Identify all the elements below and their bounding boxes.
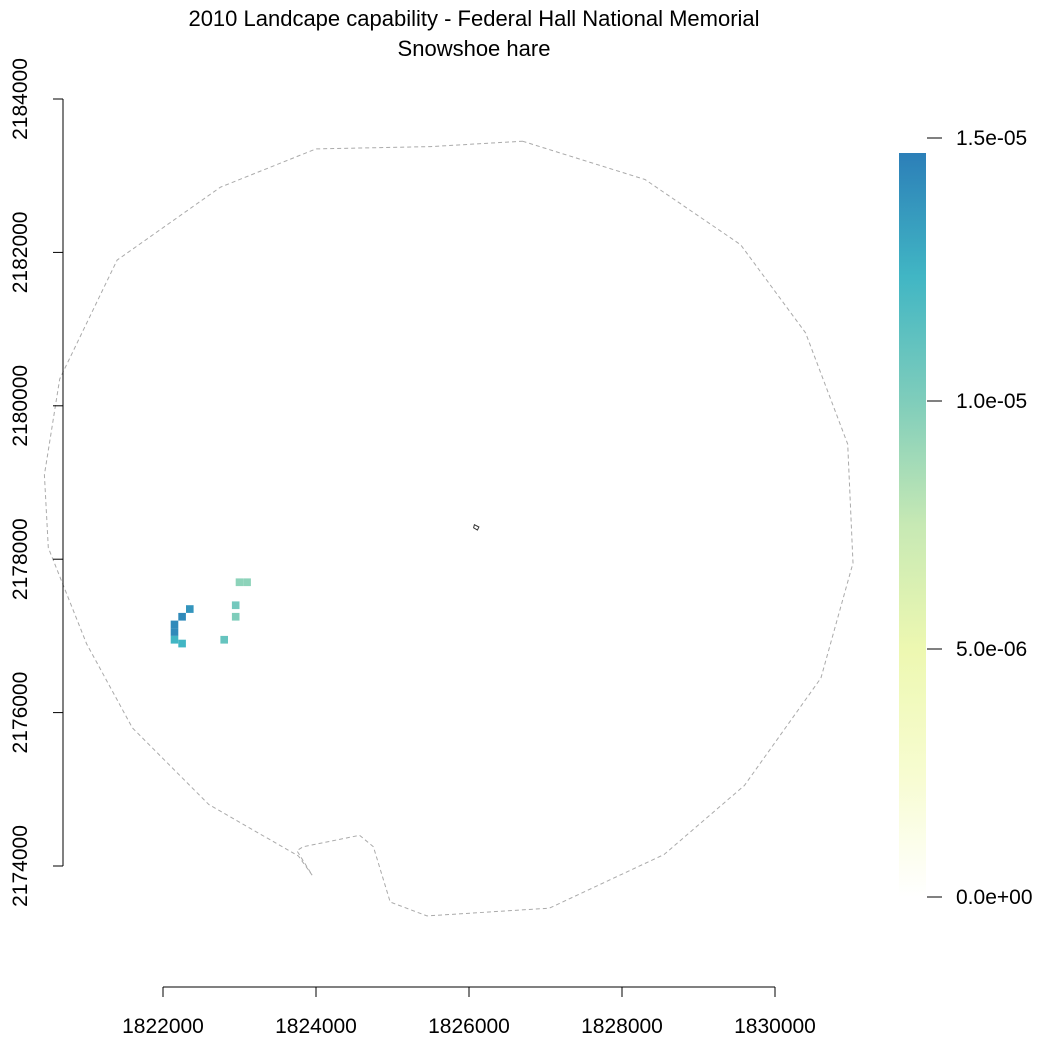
habitat-cell bbox=[170, 620, 179, 629]
y-tick-label: 2178000 bbox=[9, 518, 32, 600]
y-tick-label: 2182000 bbox=[9, 212, 32, 294]
x-tick-label: 1830000 bbox=[734, 1015, 816, 1038]
chart-subtitle: Snowshoe hare bbox=[398, 36, 551, 61]
habitat-cell bbox=[231, 601, 240, 610]
study-area-boundary bbox=[43, 140, 854, 917]
legend-tick-label: 5.0e-06 bbox=[956, 638, 1027, 661]
habitat-cell bbox=[178, 612, 186, 621]
map-area bbox=[43, 140, 854, 917]
habitat-cell bbox=[231, 612, 240, 621]
y-axis: 2174000 2176000 2178000 2180000 2182000 21840… bbox=[9, 58, 64, 907]
habitat-cell bbox=[178, 639, 186, 648]
legend-color-bar bbox=[899, 153, 926, 897]
legend-tick-label: 1.5e-05 bbox=[956, 127, 1027, 150]
chart-title: 2010 Landcape capability - Federal Hall … bbox=[188, 6, 759, 31]
y-tick-label: 2184000 bbox=[9, 58, 32, 140]
habitat-cell bbox=[220, 635, 228, 644]
y-tick-label: 2180000 bbox=[9, 365, 32, 447]
habitat-cell bbox=[170, 628, 179, 636]
habitat-cell bbox=[243, 578, 251, 587]
x-tick-label: 1826000 bbox=[428, 1015, 510, 1038]
y-tick-label: 2176000 bbox=[9, 672, 32, 754]
legend-tick-label: 0.0e+00 bbox=[956, 886, 1033, 909]
habitat-cell bbox=[170, 635, 179, 644]
habitat-cell bbox=[186, 605, 194, 613]
x-tick-label: 1828000 bbox=[581, 1015, 663, 1038]
color-legend: 0.0e+00 5.0e-06 1.0e-05 1.5e-05 bbox=[899, 127, 1033, 909]
park-boundary bbox=[473, 523, 480, 531]
legend-tick-label: 1.0e-05 bbox=[956, 390, 1027, 413]
habitat-cell bbox=[235, 578, 244, 587]
y-tick-label: 2174000 bbox=[9, 825, 32, 907]
x-tick-label: 1824000 bbox=[275, 1015, 357, 1038]
x-axis: 1822000 1824000 1826000 1828000 1830000 bbox=[122, 986, 816, 1038]
x-tick-label: 1822000 bbox=[122, 1015, 204, 1038]
